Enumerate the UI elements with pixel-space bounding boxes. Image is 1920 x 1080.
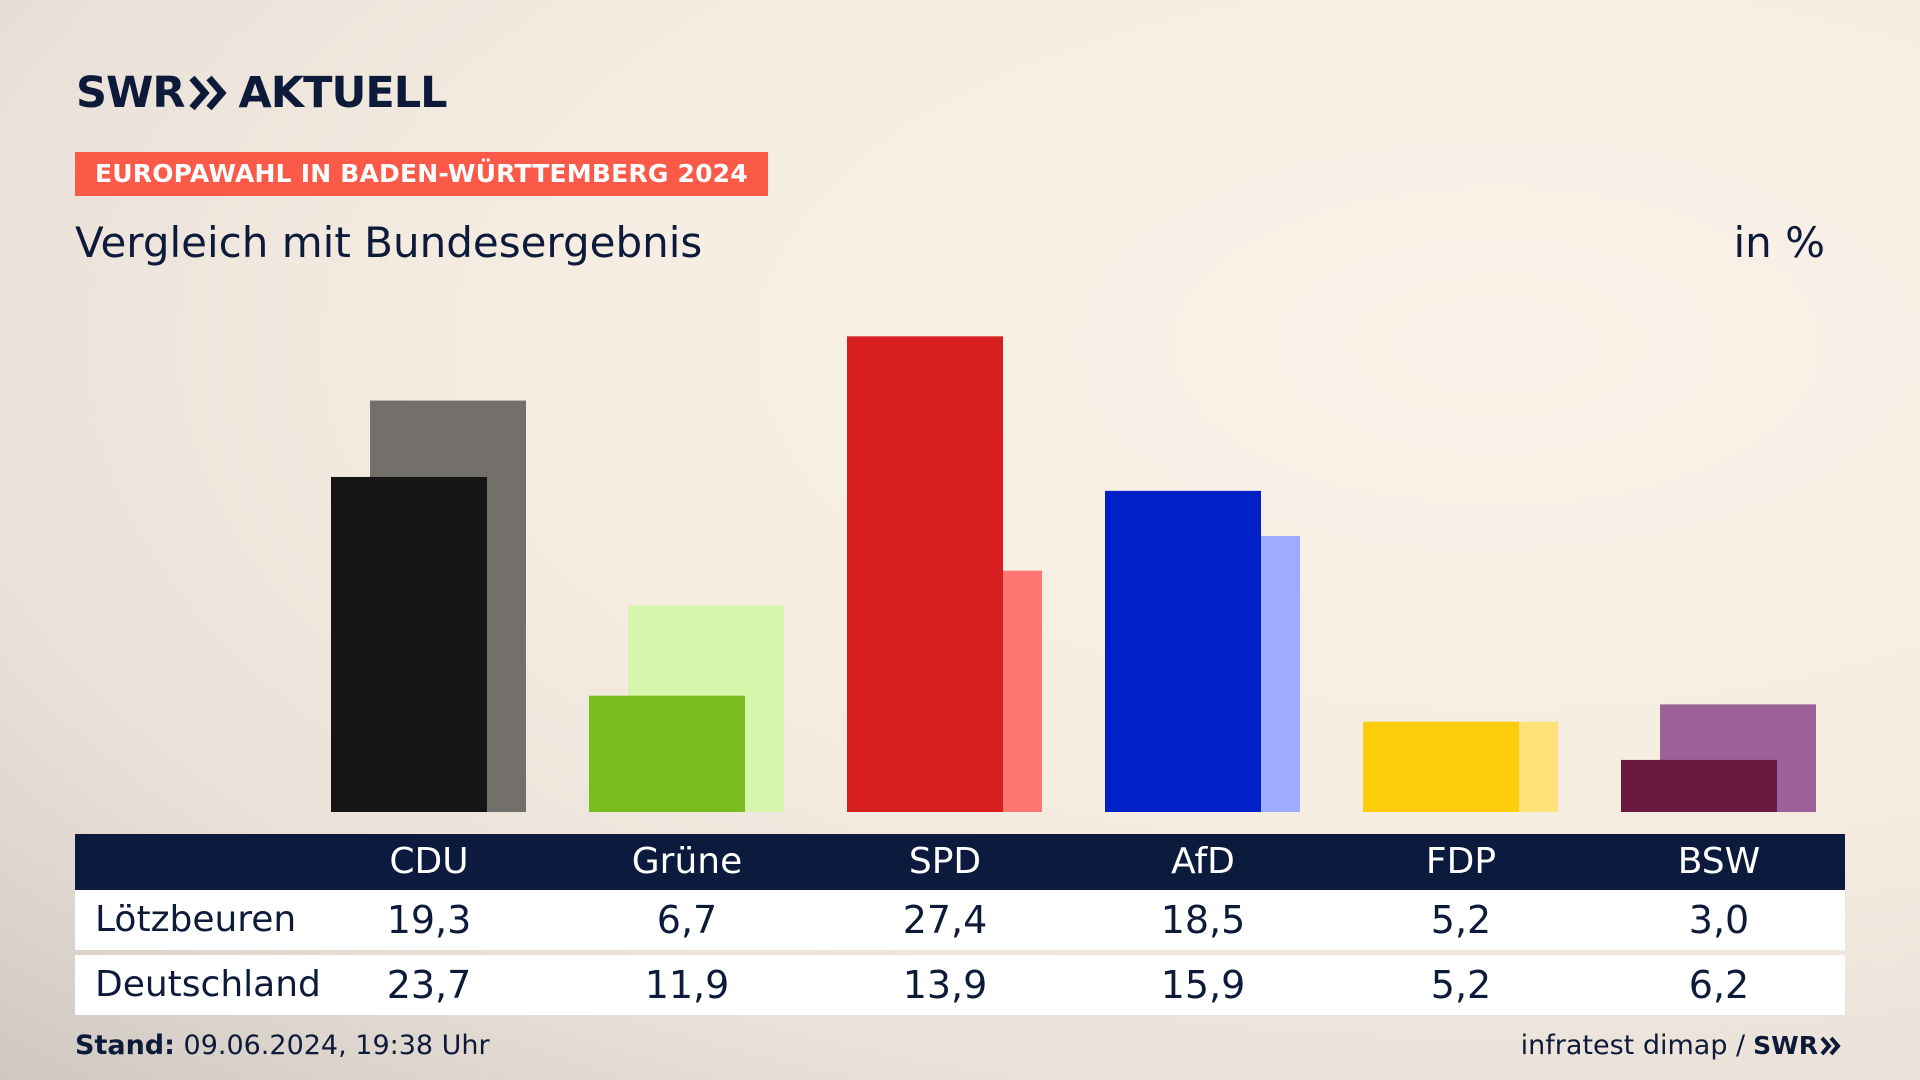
- value-cdu-lotzbeuren: 19,3: [386, 898, 472, 942]
- bar-bsw-lotzbeuren: [1621, 759, 1777, 812]
- double-chevron-icon: [1820, 1036, 1841, 1055]
- table-header-empty: [75, 834, 310, 890]
- table-header-afd: AfD: [1171, 841, 1235, 882]
- value-afd-lotzbeuren: 18,5: [1160, 898, 1246, 942]
- double-chevron-icon: [188, 75, 227, 111]
- table-body: Lötzbeuren 19,3 6,7 27,4 18,5 5,2 3,0 Deutschla…: [75, 890, 1845, 1015]
- value-bsw-deutschland: 6,2: [1688, 963, 1750, 1007]
- bar-cdu-lotzbeuren: [331, 476, 487, 812]
- kicker-badge: EUROPAWAHL IN BADEN-WÜRTTEMBERG 2024: [75, 152, 768, 196]
- row-cells: 19,3 6,7 27,4 18,5 5,2 3,0: [310, 890, 1845, 950]
- value-spd-deutschland: 13,9: [902, 963, 988, 1007]
- table-row: Deutschland 23,7 11,9 13,9 15,9 5,2 6,2: [75, 955, 1845, 1015]
- table-header-spd: SPD: [908, 841, 982, 882]
- swr-aktuell-logo: SWR AKTUELL: [76, 68, 448, 118]
- bar-spd-lotzbeuren: [847, 336, 1003, 812]
- source-text: infratest dimap /: [1520, 1030, 1746, 1061]
- table-header-bsw: BSW: [1677, 841, 1761, 882]
- row-label-deutschland: Deutschland: [95, 964, 321, 1005]
- stand-label: Stand:: [75, 1030, 175, 1061]
- results-table: CDU Grüne SPD AfD FDP BSW Lötzbeuren 19,3 6,7 27…: [75, 834, 1845, 1015]
- bar-afd-lotzbeuren: [1105, 490, 1261, 812]
- logo-swr-text: SWR: [76, 68, 186, 118]
- table-header-grune: Grüne: [631, 841, 743, 882]
- table-header: CDU Grüne SPD AfD FDP BSW: [75, 834, 1845, 890]
- mini-logo-text: SWR: [1753, 1031, 1818, 1060]
- unit-label: in %: [1733, 218, 1825, 267]
- table-row: Lötzbeuren 19,3 6,7 27,4 18,5 5,2 3,0: [75, 890, 1845, 950]
- value-spd-lotzbeuren: 27,4: [902, 898, 988, 942]
- bar-fdp-lotzbeuren: [1363, 721, 1519, 812]
- value-afd-deutschland: 15,9: [1160, 963, 1246, 1007]
- value-grune-deutschland: 11,9: [644, 963, 730, 1007]
- swr-mini-logo: SWR: [1753, 1031, 1842, 1060]
- timestamp: Stand: 09.06.2024, 19:38 Uhr: [75, 1030, 490, 1061]
- row-cells: 23,7 11,9 13,9 15,9 5,2 6,2: [310, 955, 1845, 1015]
- bar-chart: [331, 336, 1816, 812]
- table-header-cdu: CDU: [389, 841, 469, 882]
- row-label-lotzbeuren: Lötzbeuren: [95, 899, 297, 940]
- value-cdu-deutschland: 23,7: [386, 963, 472, 1007]
- value-fdp-deutschland: 5,2: [1430, 963, 1492, 1007]
- table-header-cells: CDU Grüne SPD AfD FDP BSW: [310, 834, 1845, 890]
- bar-grune-lotzbeuren: [589, 695, 745, 812]
- stand-value: 09.06.2024, 19:38 Uhr: [183, 1030, 490, 1061]
- value-grune-lotzbeuren: 6,7: [656, 898, 718, 942]
- source-credit: infratest dimap / SWR: [1521, 1030, 1842, 1061]
- table-header-fdp: FDP: [1425, 841, 1497, 882]
- chart-subtitle: Vergleich mit Bundesergebnis: [75, 218, 703, 267]
- value-fdp-lotzbeuren: 5,2: [1430, 898, 1492, 942]
- logo-aktuell-text: AKTUELL: [238, 68, 448, 118]
- value-bsw-lotzbeuren: 3,0: [1688, 898, 1750, 942]
